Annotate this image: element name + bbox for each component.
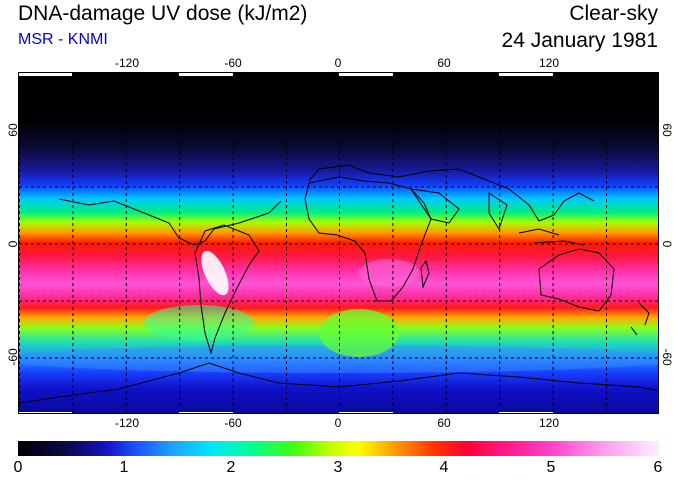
color-scale-tick-label: 5 (546, 459, 556, 476)
color-scale-tick-label: 1 (119, 459, 129, 476)
lon-label-bottom: -120 (114, 416, 140, 430)
australia-outline (538, 248, 615, 312)
magenta-region-south-africa (359, 259, 419, 287)
indonesia-outline (518, 228, 585, 246)
cyan-region-southeast-pacific (144, 305, 254, 341)
lat-label-left: 60 (6, 123, 20, 137)
date-label: 24 January 1981 (501, 29, 658, 52)
lon-label-top: -60 (224, 56, 242, 70)
frame-ticks (19, 73, 553, 413)
lon-label-bottom: -60 (224, 416, 242, 430)
india-outline (488, 192, 508, 231)
color-scale-tick-label: 6 (653, 459, 663, 476)
arabia-outline (409, 188, 460, 224)
south-america-outline (194, 224, 260, 355)
color-scale-tick-label: 4 (439, 459, 449, 476)
lon-label-bottom: 120 (538, 416, 560, 430)
lon-label-bottom: 0 (334, 416, 342, 430)
lon-label-top: 0 (334, 56, 342, 70)
graticule (19, 73, 658, 413)
new-zealand-outline (630, 302, 650, 336)
white-hotspot-south-america (201, 250, 229, 296)
map-title: DNA-damage UV dose (kJ/m2) (18, 2, 308, 25)
map-overlay (19, 73, 658, 413)
lon-label-top: -120 (114, 56, 140, 70)
lat-label-right: -60 (660, 348, 674, 366)
color-scale-tick-label: 0 (13, 459, 23, 476)
green-region-southern-atlantic (319, 309, 399, 357)
sky-blue-band-region (19, 345, 658, 373)
madagascar-outline (420, 259, 430, 289)
lat-label-right: 0 (660, 240, 674, 248)
color-scale-bar (18, 441, 659, 456)
lat-label-left: 0 (6, 240, 20, 248)
sky-condition-label: Clear-sky (569, 2, 658, 25)
lon-label-top: 120 (538, 56, 560, 70)
lat-label-left: -60 (6, 348, 20, 366)
lat-label-right: 60 (660, 123, 674, 137)
lon-label-top: 60 (437, 56, 451, 70)
color-scale-tick-label: 3 (333, 459, 343, 476)
source-label: MSR - KNMI (18, 31, 108, 48)
antarctica-outline (19, 362, 658, 404)
color-scale-tick-label: 2 (226, 459, 236, 476)
north-america-outline (58, 198, 282, 246)
lon-label-bottom: 60 (437, 416, 451, 430)
europe-asia-outline (308, 164, 595, 222)
uv-dose-map (18, 72, 659, 414)
